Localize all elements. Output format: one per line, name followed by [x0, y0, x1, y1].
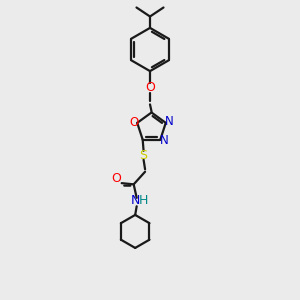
- Text: O: O: [145, 81, 155, 94]
- Text: N: N: [160, 134, 169, 147]
- Text: S: S: [140, 149, 148, 162]
- Text: N: N: [131, 194, 140, 207]
- Text: O: O: [129, 116, 138, 129]
- Text: H: H: [139, 194, 148, 207]
- Text: N: N: [165, 115, 174, 128]
- Text: O: O: [112, 172, 122, 185]
